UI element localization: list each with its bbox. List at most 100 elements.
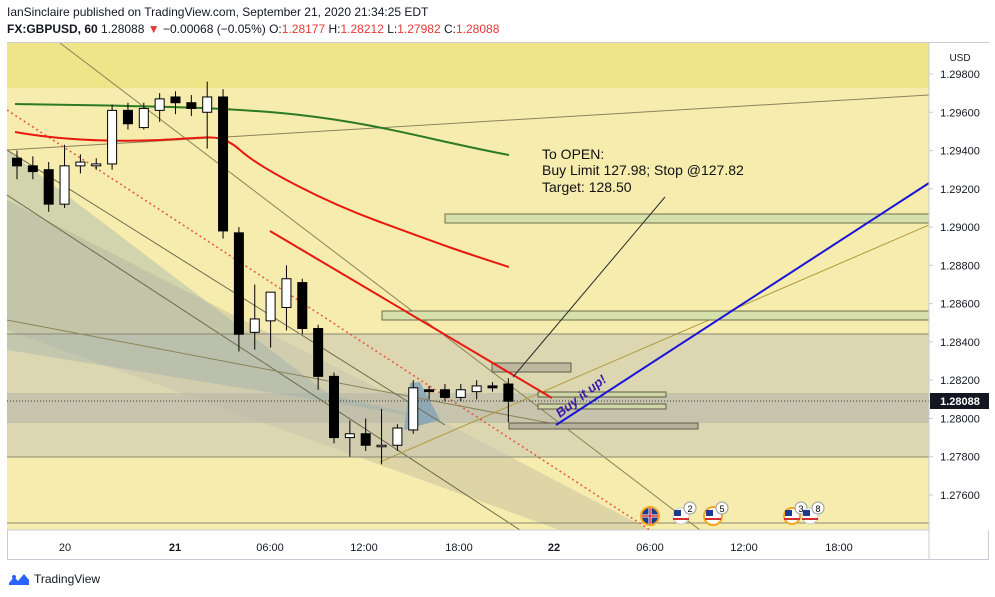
candle[interactable] xyxy=(138,102,149,130)
symbol-label: FX:GBPUSD, 60 xyxy=(7,22,98,36)
candle[interactable] xyxy=(344,420,355,457)
change-value: −0.00068 (−0.05%) xyxy=(163,22,266,36)
annotation-line-3: Target: 128.50 xyxy=(542,179,632,195)
candle[interactable] xyxy=(107,104,118,170)
close-value: 1.28088 xyxy=(455,22,500,36)
time-axis-ticks: 20 21 06:00 12:00 18:00 22 06:00 12:00 18:00 xyxy=(59,542,853,554)
event-us-4[interactable]: 8 xyxy=(801,501,825,525)
time-tick-label: 12:00 xyxy=(350,542,378,554)
time-tick-label: 18:00 xyxy=(445,542,473,554)
candle[interactable] xyxy=(408,380,419,434)
candle-body-bear xyxy=(439,389,450,398)
candle-body-bull xyxy=(59,165,70,205)
current-price-value: 1.28088 xyxy=(940,396,980,408)
low-label: L: xyxy=(387,22,398,36)
candle-body-bull xyxy=(107,109,118,165)
candle[interactable] xyxy=(313,324,324,390)
candle[interactable] xyxy=(202,81,213,149)
event-us-2[interactable]: 5 xyxy=(703,501,729,526)
candle[interactable] xyxy=(12,150,22,180)
candle[interactable] xyxy=(218,89,229,239)
price-tick-label: 1.29600 xyxy=(940,107,980,119)
candle[interactable] xyxy=(233,227,244,352)
candle-body-bull xyxy=(281,278,292,308)
publisher-text: IanSinclaire published on TradingView.co… xyxy=(7,5,429,19)
candle-body-bull xyxy=(138,107,149,129)
candle[interactable] xyxy=(281,265,292,331)
candle[interactable] xyxy=(186,95,197,117)
open-label: O: xyxy=(269,22,282,36)
channel-line-3 xyxy=(7,319,561,426)
price-tick-label: 1.29200 xyxy=(940,184,980,196)
candle[interactable] xyxy=(360,418,371,451)
triangle-pattern-left xyxy=(7,150,440,420)
last-price: 1.28088 xyxy=(101,22,145,36)
candle[interactable] xyxy=(503,378,514,423)
close-label: C: xyxy=(443,22,456,36)
candle-body-bear xyxy=(233,232,244,335)
sma-short-line xyxy=(14,131,510,268)
candle[interactable] xyxy=(265,291,276,348)
candle[interactable] xyxy=(297,278,308,335)
event-count: 3 xyxy=(798,504,803,514)
candle-body-bear xyxy=(503,383,514,402)
footer-brand[interactable]: TradingView xyxy=(8,571,100,587)
candle-body-bull xyxy=(408,387,419,431)
candle-body-bear xyxy=(43,169,54,205)
price-tick-label: 1.28000 xyxy=(940,413,980,425)
high-value: 1.28212 xyxy=(340,22,384,36)
time-tick-label: 06:00 xyxy=(636,542,664,554)
event-count-badge xyxy=(683,501,697,515)
event-count-badge xyxy=(811,501,825,515)
callout-leader xyxy=(512,196,666,378)
event-uk[interactable] xyxy=(640,506,660,526)
event-count: 2 xyxy=(687,504,692,514)
candle[interactable] xyxy=(75,154,86,174)
high-label: H: xyxy=(328,22,341,36)
candle[interactable] xyxy=(170,91,181,115)
candle[interactable] xyxy=(122,102,133,130)
candle[interactable] xyxy=(27,156,38,180)
descending-edge xyxy=(7,149,446,426)
candle[interactable] xyxy=(43,162,54,212)
price-axis-bg xyxy=(929,43,989,530)
price-tick-label: 1.28400 xyxy=(940,337,980,349)
candle[interactable] xyxy=(487,382,498,392)
candle[interactable] xyxy=(376,408,387,465)
price-tick-label: 1.28600 xyxy=(940,299,980,311)
down-arrow-icon: ▼ xyxy=(147,22,160,36)
candle[interactable] xyxy=(249,284,260,350)
candle[interactable] xyxy=(471,380,482,400)
entry-zone-box xyxy=(491,362,572,373)
event-count-badge xyxy=(715,501,729,515)
candle-body-bull xyxy=(75,161,86,167)
us-flag-canton xyxy=(803,510,810,516)
price-tick-label: 1.27600 xyxy=(940,490,980,502)
blue-target-line xyxy=(555,182,929,426)
candle[interactable] xyxy=(455,384,466,402)
sma-short-tail xyxy=(269,230,553,399)
event-us-1[interactable]: 2 xyxy=(672,501,697,525)
candle-body-bear xyxy=(170,96,181,104)
event-count: 5 xyxy=(719,504,724,514)
candle[interactable] xyxy=(59,144,70,208)
time-tick-label: 18:00 xyxy=(825,542,853,554)
time-tick-label: 20 xyxy=(59,542,71,554)
candle[interactable] xyxy=(392,424,403,451)
sma-long-line xyxy=(14,103,510,156)
candle-body-bear xyxy=(329,375,339,439)
brand-name: TradingView xyxy=(34,572,101,586)
event-count: 8 xyxy=(815,504,820,514)
candle-body-bull xyxy=(471,385,482,393)
candle[interactable] xyxy=(329,372,339,444)
candle-body-bear xyxy=(122,109,133,125)
time-tick-label: 22 xyxy=(548,542,560,554)
candle[interactable] xyxy=(91,158,102,170)
currency-label: USD xyxy=(949,53,970,64)
candle[interactable] xyxy=(424,385,435,400)
low-value: 1.27982 xyxy=(397,22,441,36)
candle[interactable] xyxy=(439,384,450,402)
candle[interactable] xyxy=(154,93,165,122)
price-tick-label: 1.27800 xyxy=(940,452,980,464)
